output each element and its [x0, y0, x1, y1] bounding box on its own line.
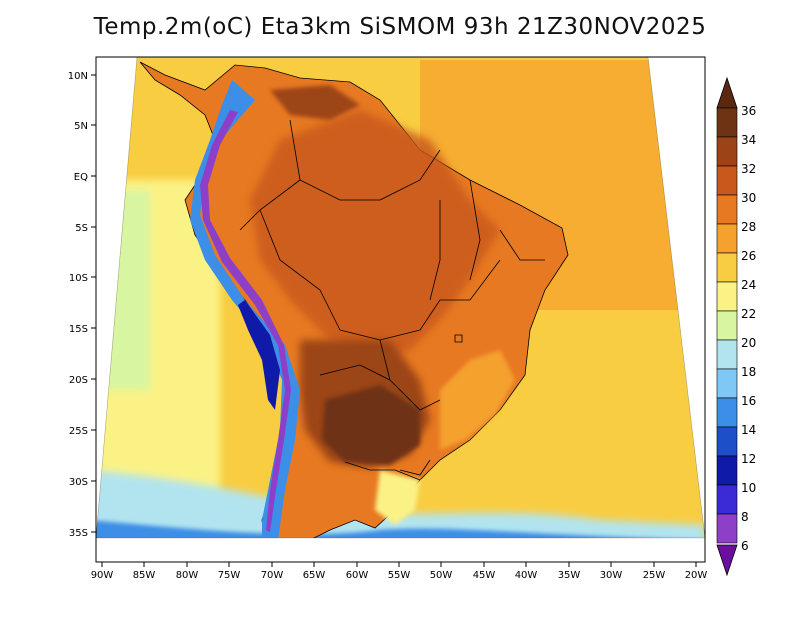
lon-tick-label: 55W [388, 570, 411, 581]
colorbar-swatch [716, 310, 738, 341]
colorbar-top-arrow [716, 76, 738, 109]
country-borders [239, 119, 545, 481]
south-cold-ocean [96, 520, 705, 538]
colorbar-swatch [716, 107, 738, 138]
plot-frame [95, 56, 706, 563]
colorbar-label: 8 [741, 510, 749, 524]
colorbar-swatch [716, 136, 738, 167]
colorbar-label: 26 [741, 249, 756, 263]
pacific-cooler-zone [96, 190, 150, 390]
colorbar-label: 12 [741, 452, 756, 466]
lon-tick-label: 75W [218, 570, 241, 581]
colorbar-swatch [716, 426, 738, 457]
lon-tick-label: 85W [133, 570, 156, 581]
lat-tick-label: 10S [69, 273, 88, 284]
colorbar-label: 6 [741, 539, 749, 553]
lat-tick-label: 35S [69, 528, 88, 539]
map-field [96, 57, 705, 538]
colorbar-labels: 36 34 32 30 28 26 24 22 20 18 16 14 12 1… [741, 104, 756, 553]
lon-tick-label: 50W [430, 570, 453, 581]
lon-tick-label: 65W [303, 570, 326, 581]
colorbar-label: 22 [741, 307, 756, 321]
lon-tick-label: 80W [176, 570, 199, 581]
colorbar-swatch [716, 484, 738, 515]
lon-tick-label: 90W [91, 570, 114, 581]
lat-tick-label: 15S [69, 324, 88, 335]
colorbar-label: 16 [741, 394, 756, 408]
lat-tick-label: 5S [75, 223, 88, 234]
colorbar-label: 24 [741, 278, 756, 292]
map-title: Temp.2m(oC) Eta3km SiSMOM 93h 21Z30NOV20… [93, 14, 707, 40]
colorbar-swatches [716, 107, 738, 544]
longitude-axis: 90W 85W 80W 75W 70W 65W 60W 55W 50W 45W … [91, 562, 708, 581]
lon-tick-label: 35W [558, 570, 581, 581]
lat-tick-label: 25S [69, 426, 88, 437]
lon-tick-label: 60W [346, 570, 369, 581]
colorbar-swatch [716, 455, 738, 486]
colorbar-label: 32 [741, 162, 756, 176]
colorbar-label: 36 [741, 104, 756, 118]
hottest-chaco-region [322, 385, 420, 465]
colorbar-swatch [716, 165, 738, 196]
colorbar-label: 30 [741, 191, 756, 205]
lat-tick-label: EQ [74, 172, 88, 183]
lat-tick-label: 10N [68, 71, 88, 82]
south-cool-ocean [96, 470, 705, 538]
colorbar-label: 10 [741, 481, 756, 495]
southeast-cooler-region [440, 350, 515, 450]
lat-tick-label: 5N [74, 121, 88, 132]
colorbar-label: 20 [741, 336, 756, 350]
lon-tick-label: 30W [600, 570, 623, 581]
colorbar-swatch [716, 252, 738, 283]
colorbar-swatch [716, 281, 738, 312]
colorbar: 36 34 32 30 28 26 24 22 20 18 16 14 12 1… [716, 76, 756, 577]
colorbar-label: 34 [741, 133, 756, 147]
lon-tick-label: 20W [685, 570, 708, 581]
lon-tick-label: 70W [261, 570, 284, 581]
colorbar-bottom-arrow [716, 544, 738, 577]
colorbar-swatch [716, 223, 738, 254]
colorbar-swatch [716, 513, 738, 544]
lat-tick-label: 30S [69, 477, 88, 488]
colorbar-label: 18 [741, 365, 756, 379]
warm-interior [250, 110, 500, 360]
lon-tick-label: 25W [643, 570, 666, 581]
colorbar-label: 14 [741, 423, 756, 437]
colorbar-swatch [716, 194, 738, 225]
lat-tick-label: 20S [69, 375, 88, 386]
uruguay-cooler-region [375, 470, 420, 525]
andes-altiplano-cold [238, 300, 280, 410]
latitude-axis: 10N 5N EQ 5S 10S 15S 20S 25S 30S 35S [68, 71, 96, 539]
colorbar-swatch [716, 339, 738, 370]
hot-venezuela-region [270, 85, 360, 120]
colorbar-swatch [716, 397, 738, 428]
lon-tick-label: 40W [515, 570, 538, 581]
colorbar-label: 28 [741, 220, 756, 234]
lon-tick-label: 45W [473, 570, 496, 581]
colorbar-swatch [716, 368, 738, 399]
